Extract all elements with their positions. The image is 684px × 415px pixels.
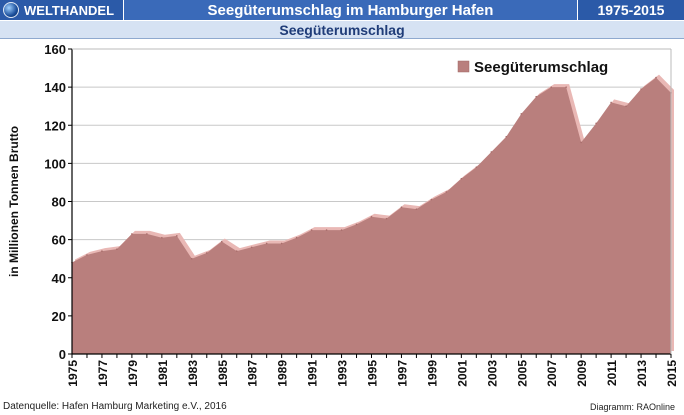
x-tick-label: 2013 — [635, 360, 649, 387]
data-point — [475, 166, 478, 168]
page-title: Seegüterumschlag im Hamburger Hafen — [124, 0, 577, 20]
data-point — [220, 240, 223, 243]
data-point — [445, 191, 448, 193]
chart-credit: Diagramm: RAOnline — [589, 402, 675, 412]
data-point — [280, 242, 283, 245]
data-point — [86, 254, 88, 256]
data-point — [161, 236, 163, 239]
x-tick-label: 2011 — [605, 360, 619, 386]
chart-title: Seegüterumschlag — [0, 20, 684, 39]
x-tick-label: 1989 — [276, 360, 290, 387]
brand-block: WELTHANDEL — [0, 0, 124, 20]
y-tick-label: 100 — [44, 156, 66, 171]
data-point — [625, 105, 627, 107]
data-point — [235, 250, 238, 252]
x-tick-label: 1991 — [306, 360, 320, 387]
y-tick-label: 140 — [44, 80, 66, 95]
data-point — [415, 208, 418, 210]
x-tick-label: 1993 — [336, 360, 350, 387]
data-point — [265, 242, 268, 245]
data-point — [131, 233, 133, 235]
brand-label: WELTHANDEL — [24, 2, 115, 18]
data-point — [146, 233, 148, 235]
x-tick-label: 1987 — [246, 360, 260, 387]
x-tick-label: 1979 — [126, 360, 140, 387]
y-tick-label: 80 — [52, 195, 66, 210]
data-point — [490, 151, 493, 153]
y-tick-label: 0 — [59, 347, 66, 362]
x-tick-label: 1981 — [156, 360, 170, 387]
x-tick-label: 1983 — [186, 360, 200, 387]
x-tick-label: 1999 — [425, 360, 439, 387]
data-point — [101, 250, 103, 252]
data-point — [460, 177, 463, 180]
data-point — [250, 246, 253, 249]
y-axis-label: in Millionen Tonnen Brutto — [7, 126, 21, 277]
y-tick-label: 40 — [52, 271, 66, 286]
x-tick-label: 1985 — [216, 360, 230, 387]
data-point — [325, 229, 328, 231]
y-tick-label: 60 — [52, 233, 66, 248]
data-point — [295, 236, 298, 239]
data-point — [385, 217, 388, 220]
data-point — [205, 252, 208, 254]
period-label: 1975-2015 — [577, 0, 684, 20]
data-point — [176, 235, 178, 237]
y-tick-label: 20 — [52, 309, 66, 324]
x-tick-label: 2009 — [575, 360, 589, 387]
x-tick-label: 2001 — [455, 360, 469, 387]
data-point — [505, 135, 508, 138]
data-point — [355, 223, 358, 226]
y-tick-label: 120 — [44, 118, 66, 133]
data-point — [430, 198, 433, 201]
data-point — [191, 257, 193, 260]
data-point — [340, 229, 343, 231]
data-point — [116, 248, 118, 250]
data-point — [550, 86, 552, 88]
legend-label: Seegüterumschlag — [474, 59, 608, 76]
data-point — [400, 206, 403, 209]
data-point — [655, 76, 657, 79]
x-tick-label: 2003 — [485, 360, 499, 387]
data-point — [610, 101, 612, 104]
x-tick-label: 1995 — [366, 360, 380, 387]
x-tick-label: 1975 — [66, 360, 80, 387]
data-point — [595, 122, 597, 125]
x-tick-label: 1997 — [395, 360, 409, 387]
data-point — [580, 141, 582, 144]
y-tick-label: 160 — [44, 42, 66, 57]
data-source: Datenquelle: Hafen Hamburg Marketing e.V… — [3, 401, 227, 412]
x-tick-label: 2007 — [545, 360, 559, 387]
header-bar: WELTHANDEL Seegüterumschlag im Hamburger… — [0, 0, 684, 20]
data-point — [535, 95, 538, 98]
data-point — [640, 88, 642, 90]
x-tick-label: 2015 — [665, 360, 679, 387]
x-tick-label: 1977 — [96, 360, 110, 387]
data-point — [565, 86, 567, 88]
globe-icon — [3, 2, 19, 18]
area-series — [72, 77, 671, 354]
data-point — [310, 229, 313, 231]
data-point — [520, 113, 523, 115]
legend-swatch — [457, 60, 470, 73]
x-tick-label: 2005 — [515, 360, 529, 387]
data-point — [370, 215, 373, 218]
